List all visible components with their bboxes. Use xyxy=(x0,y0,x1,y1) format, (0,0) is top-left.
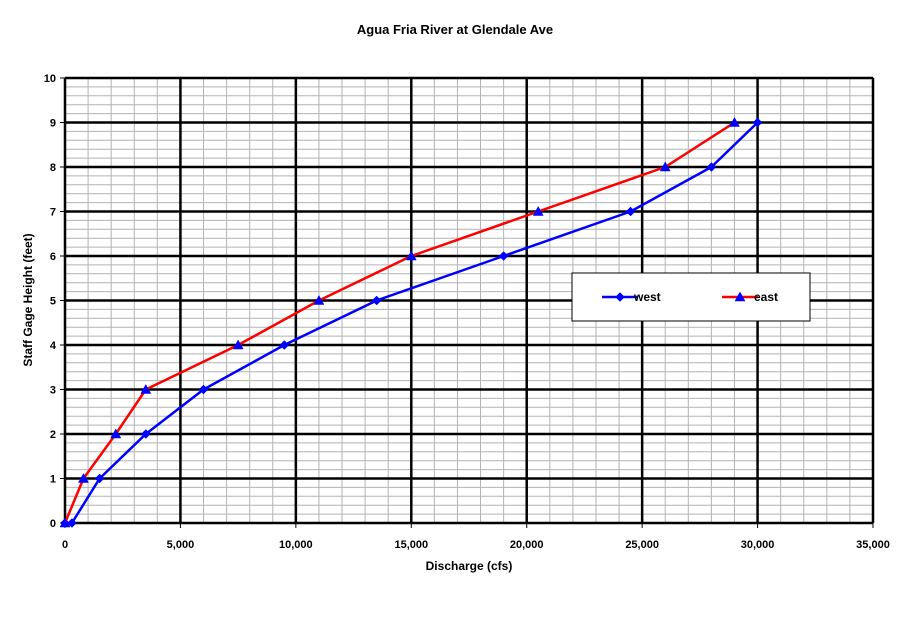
data-point-east xyxy=(659,161,671,172)
legend: west east xyxy=(571,272,811,322)
x-tick-label: 0 xyxy=(62,539,68,551)
data-point-west xyxy=(67,518,77,528)
data-point-west xyxy=(625,206,636,217)
data-point-west xyxy=(706,162,717,172)
x-tick-label: 20,000 xyxy=(510,539,544,551)
data-point-east xyxy=(729,116,740,127)
legend-label-east: east xyxy=(754,290,778,304)
y-tick-label: 10 xyxy=(44,73,56,85)
y-tick-label: 9 xyxy=(50,118,56,130)
y-axis-title: Staff Gage Height (feet) xyxy=(21,233,35,366)
y-tick-label: 1 xyxy=(50,474,56,486)
data-point-east xyxy=(232,339,244,350)
series-east xyxy=(59,116,740,528)
data-point-east xyxy=(532,205,544,216)
y-tick-label: 5 xyxy=(50,296,56,308)
data-point-east xyxy=(78,472,89,483)
x-axis-title: Discharge (cfs) xyxy=(426,559,513,573)
series-line-east xyxy=(63,121,736,524)
y-tick-label: 6 xyxy=(50,251,56,263)
chart-title: Agua Fria River at Glendale Ave xyxy=(357,22,553,37)
data-point-west xyxy=(752,117,763,128)
data-point-east xyxy=(313,294,325,305)
data-point-west xyxy=(498,251,509,261)
y-tick-label: 4 xyxy=(50,340,57,352)
data-point-west xyxy=(371,295,382,306)
y-tick-label: 7 xyxy=(50,207,56,219)
y-axis-tick-labels: 0 1 2 3 4 5 6 7 8 9 10 xyxy=(44,73,65,530)
data-point-east xyxy=(59,517,71,528)
x-tick-label: 15,000 xyxy=(394,539,428,551)
x-axis-tick-labels: 0 5,000 10,000 15,000 20,000 25,000 30,000 35,0… xyxy=(62,523,890,551)
data-series xyxy=(59,116,763,528)
legend-marker-west xyxy=(615,292,625,302)
x-tick-label: 5,000 xyxy=(167,539,195,551)
y-tick-label: 3 xyxy=(50,385,56,397)
x-tick-label: 10,000 xyxy=(279,539,313,551)
data-point-west xyxy=(140,429,151,439)
data-point-east xyxy=(110,428,122,439)
data-point-west xyxy=(198,384,209,395)
x-tick-label: 25,000 xyxy=(625,539,659,551)
x-tick-label: 30,000 xyxy=(741,539,775,551)
legend-label-west: west xyxy=(633,290,661,304)
y-tick-label: 2 xyxy=(50,429,56,441)
data-point-west xyxy=(94,473,105,484)
data-point-east xyxy=(140,383,152,394)
y-tick-label: 8 xyxy=(50,162,56,174)
data-point-west xyxy=(279,340,290,350)
series-west xyxy=(60,117,763,528)
y-tick-label: 0 xyxy=(50,518,56,530)
data-point-east xyxy=(405,250,417,261)
legend-marker-east xyxy=(734,291,746,302)
x-tick-label: 35,000 xyxy=(856,539,890,551)
